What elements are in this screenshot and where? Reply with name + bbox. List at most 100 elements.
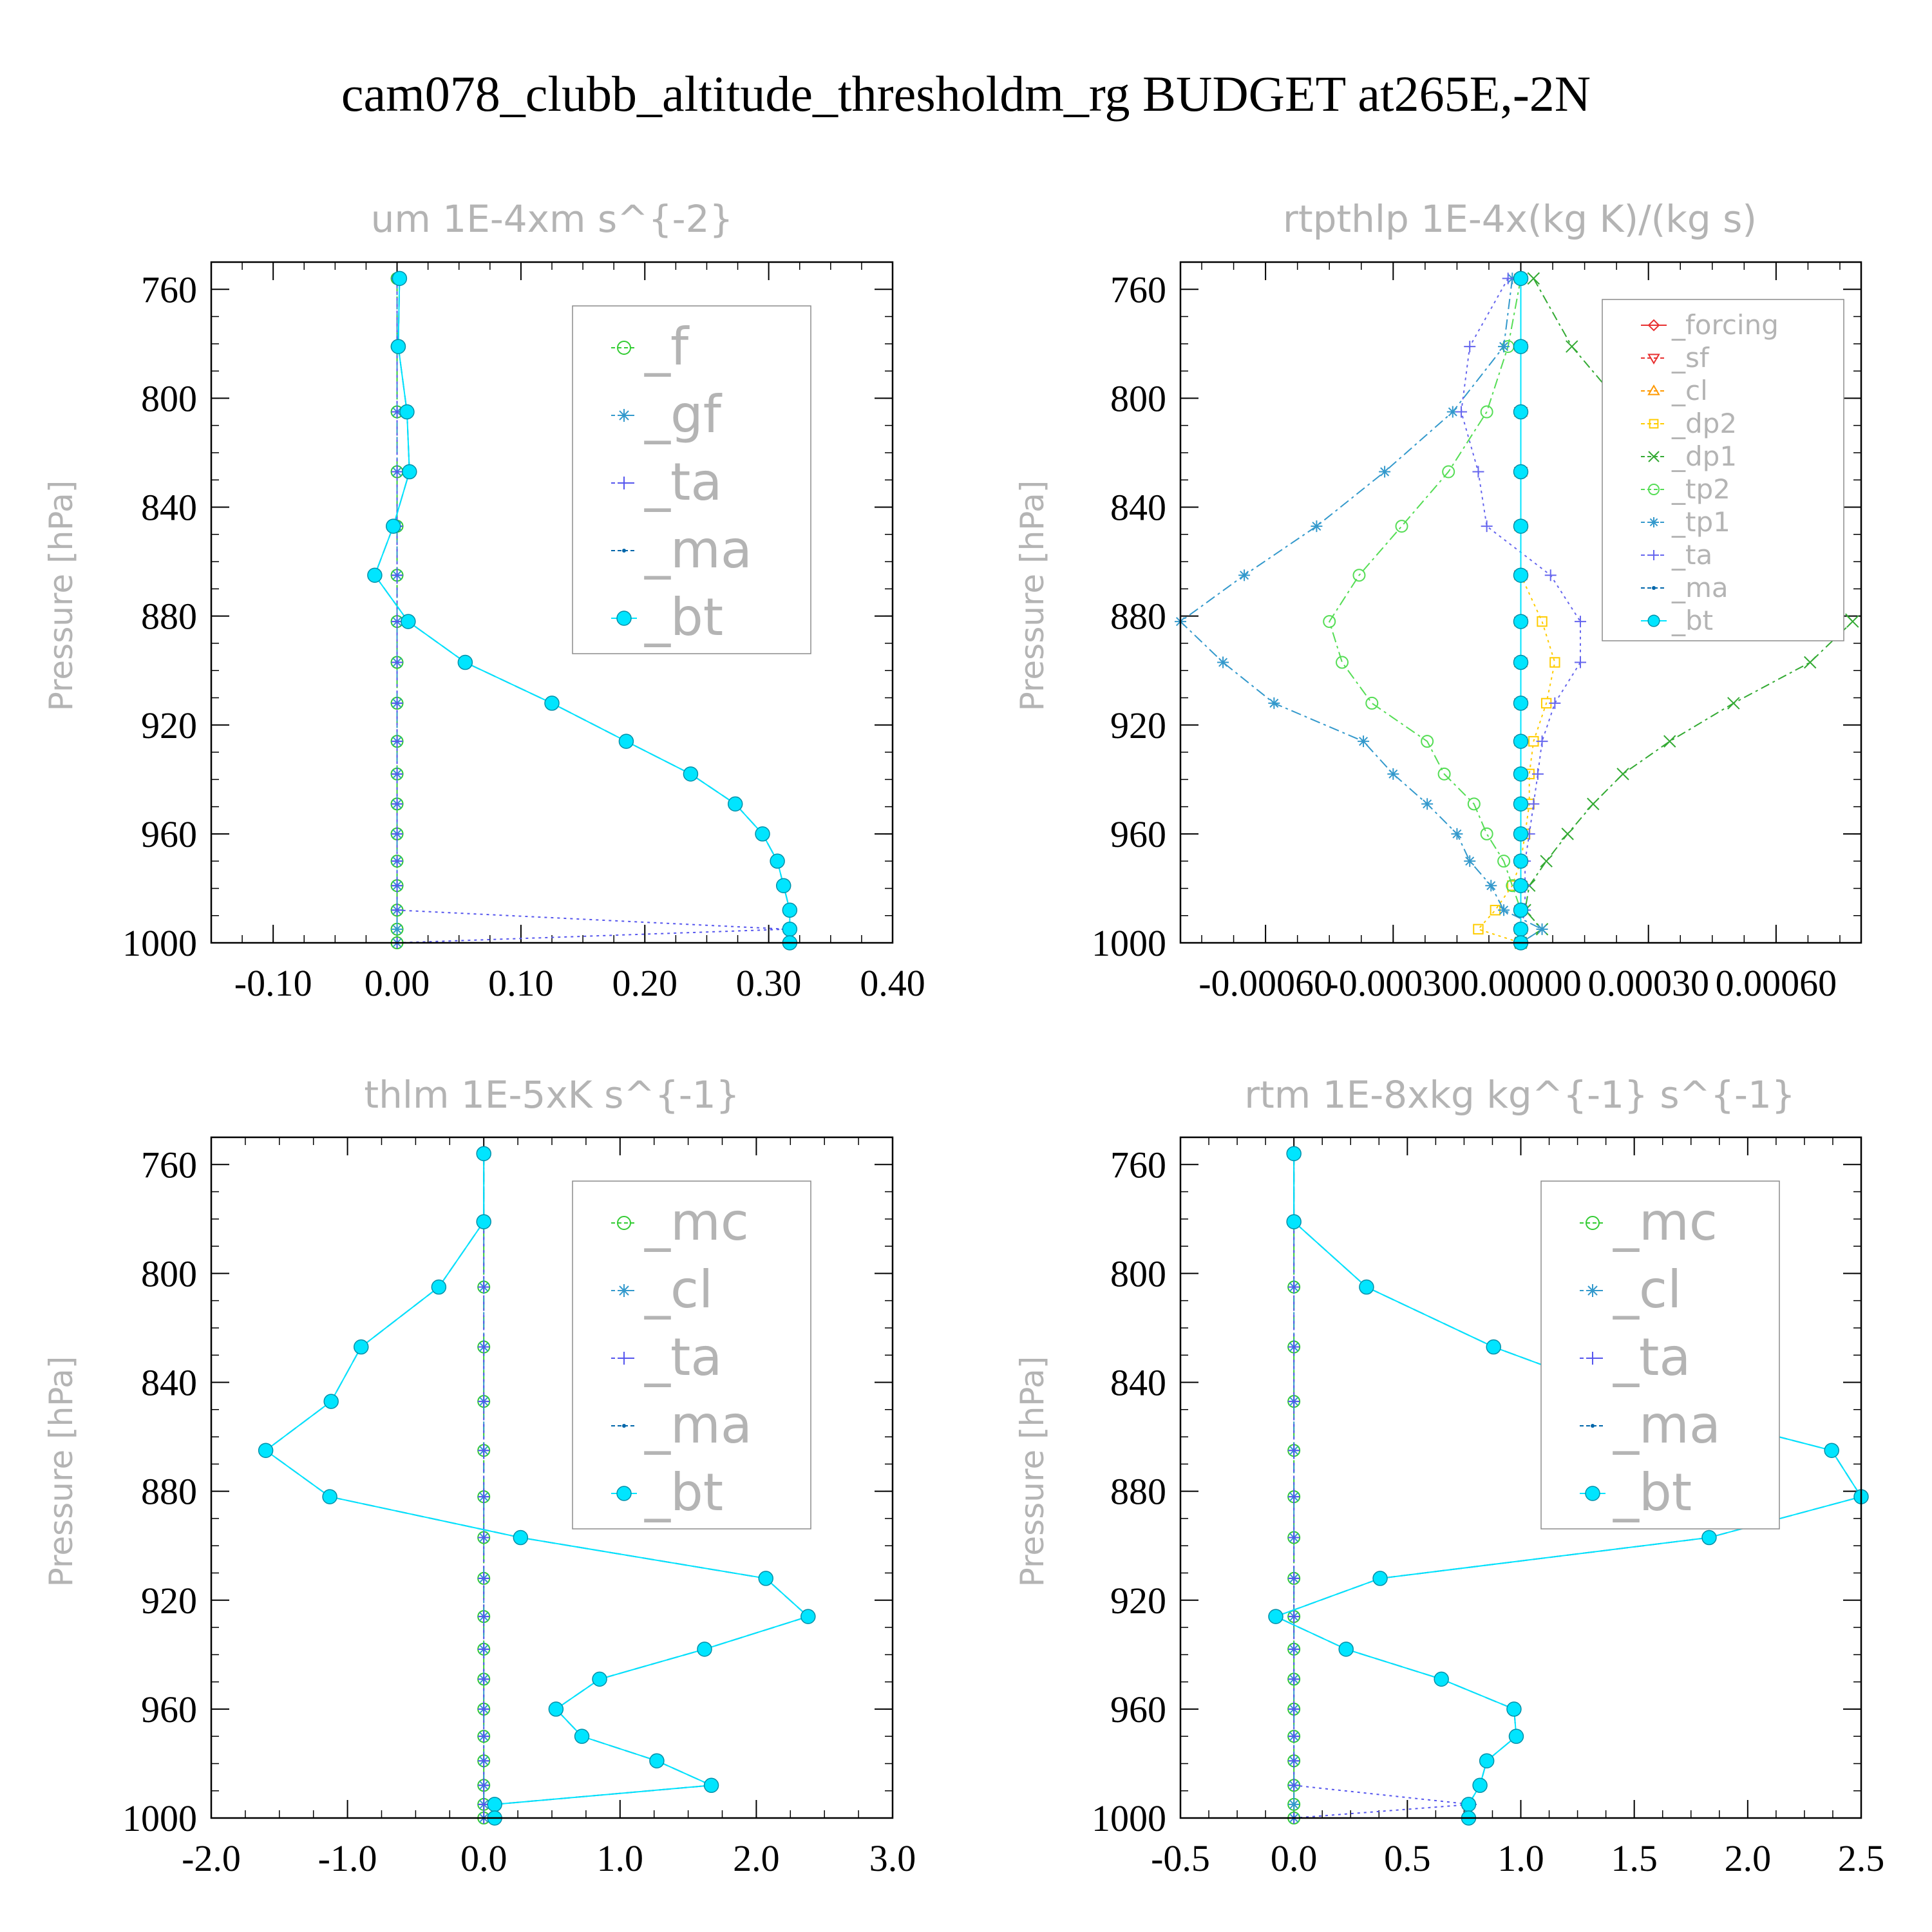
data-point	[392, 270, 408, 287]
data-point	[758, 1571, 773, 1586]
figure-title: cam078_clubb_altitude_thresholdm_rg BUDG…	[341, 66, 1591, 122]
data-point	[1536, 735, 1548, 748]
legend-label: _tp2	[1671, 473, 1730, 505]
data-point	[1513, 902, 1529, 918]
data-point	[322, 1489, 337, 1504]
data-point	[391, 880, 403, 892]
x-tick-label: 0.00	[365, 962, 430, 1004]
legend-label: _bt	[1671, 605, 1713, 636]
y-tick-label: 880	[141, 1471, 197, 1513]
data-point	[1288, 1281, 1300, 1293]
data-point	[1513, 518, 1529, 534]
legend-item-cl: _cl	[1580, 1260, 1681, 1320]
data-point	[1288, 1491, 1300, 1503]
data-point	[1804, 656, 1817, 669]
data-point	[697, 1642, 712, 1657]
data-point	[478, 1341, 490, 1353]
data-point	[478, 1572, 490, 1584]
panel-title-um: um 1E-4xm s^{-2}	[371, 197, 734, 241]
data-point	[391, 923, 403, 935]
legend-marker	[1586, 1216, 1600, 1230]
data-point	[1338, 1642, 1354, 1657]
y-axis-label-um: Pressure [hPa]	[43, 480, 80, 712]
legend-label: _tp1	[1671, 506, 1730, 538]
legend-marker	[622, 1424, 626, 1428]
data-point	[1616, 768, 1629, 781]
data-point	[1365, 696, 1379, 710]
legend-label: _mc	[1613, 1192, 1718, 1252]
data-point	[1540, 855, 1553, 867]
legend-label: _sf	[1671, 342, 1710, 374]
y-tick-label: 920	[1110, 705, 1166, 746]
series-tp2	[1323, 272, 1528, 949]
data-point	[402, 464, 417, 480]
legend-box	[1602, 299, 1844, 641]
data-point	[1455, 406, 1468, 418]
data-point	[386, 518, 401, 534]
legend-item-bt: _bt	[1580, 1463, 1692, 1522]
data-point	[1531, 768, 1544, 780]
data-point	[1288, 1611, 1300, 1623]
legend-item-cl: _cl	[1641, 375, 1708, 406]
series-bt	[1268, 1146, 1869, 1826]
data-point	[1217, 656, 1229, 668]
data-point	[1288, 1779, 1300, 1792]
data-point	[1481, 520, 1493, 533]
y-tick-label: 1000	[122, 922, 197, 964]
data-point	[478, 1396, 490, 1408]
data-point	[548, 1701, 564, 1717]
y-axis-label-rtm: Pressure [hPa]	[1014, 1356, 1051, 1587]
panel-title-rtpthlp: rtpthlp 1E-4x(kg K)/(kg s)	[1283, 197, 1757, 241]
legend-item-mc: _mc	[1580, 1192, 1718, 1252]
panel-title-thlm: thlm 1E-5xK s^{-1}	[364, 1073, 739, 1117]
data-point	[478, 1611, 490, 1623]
legend-marker	[1648, 451, 1660, 462]
data-point	[391, 904, 403, 916]
legend-marker	[1647, 354, 1660, 365]
legend-label: _bt	[644, 1463, 723, 1522]
y-axis-label-rtpthlp: Pressure [hPa]	[1014, 480, 1051, 712]
legend: _mc _cl _ta _ma _bt	[1540, 1180, 1780, 1530]
series-line	[1293, 1153, 1472, 1819]
data-point	[1561, 828, 1574, 840]
legend-item-ma: _ma	[1580, 1395, 1721, 1455]
series-bt	[1513, 270, 1529, 951]
y-tick-label: 880	[1110, 596, 1166, 638]
legend-marker	[1647, 614, 1660, 627]
data-point	[478, 1643, 490, 1655]
x-tick-label: 0.20	[612, 962, 678, 1004]
data-point	[1513, 766, 1529, 782]
legend-marker	[1649, 517, 1659, 527]
data-point	[478, 1703, 490, 1715]
x-tick-label: 0.40	[860, 962, 925, 1004]
y-tick-label: 760	[1110, 269, 1166, 310]
legend-box	[572, 1180, 811, 1530]
legend-marker	[622, 549, 626, 553]
legend-marker	[616, 611, 632, 626]
data-point	[1437, 767, 1451, 781]
legend: _f _gf _ta _ma _bt	[572, 305, 811, 654]
legend-box	[572, 305, 811, 654]
data-point	[1566, 340, 1578, 353]
data-point	[1472, 466, 1484, 478]
data-point	[1479, 1753, 1495, 1768]
legend-label: _ta	[644, 452, 722, 512]
y-tick-label: 840	[141, 487, 197, 529]
data-point	[478, 1444, 490, 1457]
legend-label: _gf	[644, 384, 723, 444]
data-point	[755, 826, 770, 842]
plot-area-um: 760 800 840 880 920 960 1000 -0.10 0.00 0.10 0.20 0…	[122, 261, 925, 1004]
data-point	[1379, 466, 1391, 478]
data-point	[1268, 697, 1280, 709]
x-tick-label: 3.0	[869, 1837, 916, 1879]
data-point	[1701, 1530, 1717, 1546]
panel-thlm: thlm 1E-5xK s^{-1} Pressure [hPa] 760 800…	[43, 1073, 916, 1879]
data-point	[1480, 405, 1493, 419]
x-tick-label: 0.10	[488, 962, 554, 1004]
x-tick-label: 0.5	[1384, 1837, 1431, 1879]
legend: _forcing_sf_cl_dp2_dp1_tp2_tp1_ta_ma_bt	[1602, 299, 1844, 641]
data-point	[703, 1777, 719, 1794]
data-point	[800, 1609, 816, 1624]
series-line	[1520, 278, 1854, 943]
